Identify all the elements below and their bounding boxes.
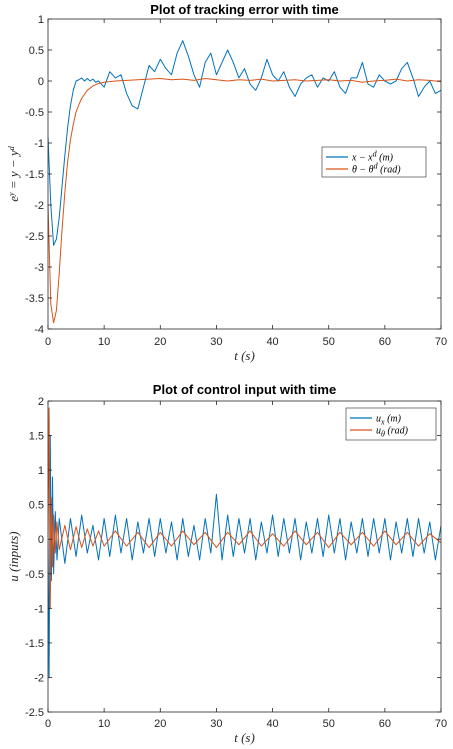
legend: ux (m)uθ (rad) [345,407,437,441]
legend-entry: uθ (rad) [376,426,409,439]
y-tick-label: -2 [34,672,44,684]
legend-box [345,407,437,441]
y-axis-label: ey = y − yd [6,145,21,201]
x-tick-label: 40 [266,336,278,348]
control-input-series-line-0 [48,435,441,678]
x-tick-label: 20 [154,718,166,730]
y-tick-label: -3.5 [25,293,44,305]
x-tick-label: 50 [323,336,335,348]
y-tick-label: 1.5 [29,431,44,443]
x-tick-label: 10 [98,336,110,348]
y-tick-label: 0.5 [29,500,44,512]
x-tick-label: 20 [154,336,166,348]
y-tick-label: -2.5 [25,231,44,243]
x-axis-label: t (s) [234,730,255,745]
chart-title: Plot of tracking error with time [150,2,339,17]
x-tick-label: 70 [435,718,447,730]
legend-entry: x − xd (m) [351,150,394,164]
x-tick-label: 0 [45,336,51,348]
y-tick-label: -2 [34,200,44,212]
x-tick-label: 30 [210,336,222,348]
y-tick-label: -1.5 [25,638,44,650]
y-tick-label: -4 [34,324,44,336]
legend: x − xd (m)θ − θd (rad) [321,146,427,178]
y-tick-label: -1 [34,603,44,615]
y-tick-label: -3 [34,262,44,274]
y-tick-label: -2.5 [25,707,44,719]
legend-entry: θ − θd (rad) [352,162,401,176]
y-tick-label: 1 [38,465,44,477]
x-tick-label: 60 [379,336,391,348]
y-tick-label: 1 [38,14,44,26]
y-tick-label: -0.5 [25,107,44,119]
x-tick-label: 70 [435,336,447,348]
y-axis-label: u (inputs) [6,531,21,581]
x-tick-label: 60 [379,718,391,730]
x-tick-label: 0 [45,718,51,730]
legend-entry: ux (m) [376,414,402,427]
y-tick-label: -0.5 [25,569,44,581]
x-tick-label: 30 [210,718,222,730]
chart-title: Plot of control input with time [153,382,336,397]
legend-box [321,146,427,178]
y-tick-label: 0 [38,76,44,88]
x-tick-label: 50 [323,718,335,730]
x-axis-label: t (s) [234,348,255,363]
y-tick-label: -1 [34,138,44,150]
y-tick-label: 0 [38,534,44,546]
y-tick-label: 2 [38,396,44,408]
y-tick-label: 0.5 [29,45,44,57]
x-tick-label: 40 [266,718,278,730]
tracking-error-series-line-0 [48,40,441,246]
tracking-error-series-line-1 [48,78,441,324]
axes-frame [47,400,442,713]
y-tick-label: -1.5 [25,169,44,181]
x-tick-label: 10 [98,718,110,730]
control-input-series-line-1 [48,407,441,609]
